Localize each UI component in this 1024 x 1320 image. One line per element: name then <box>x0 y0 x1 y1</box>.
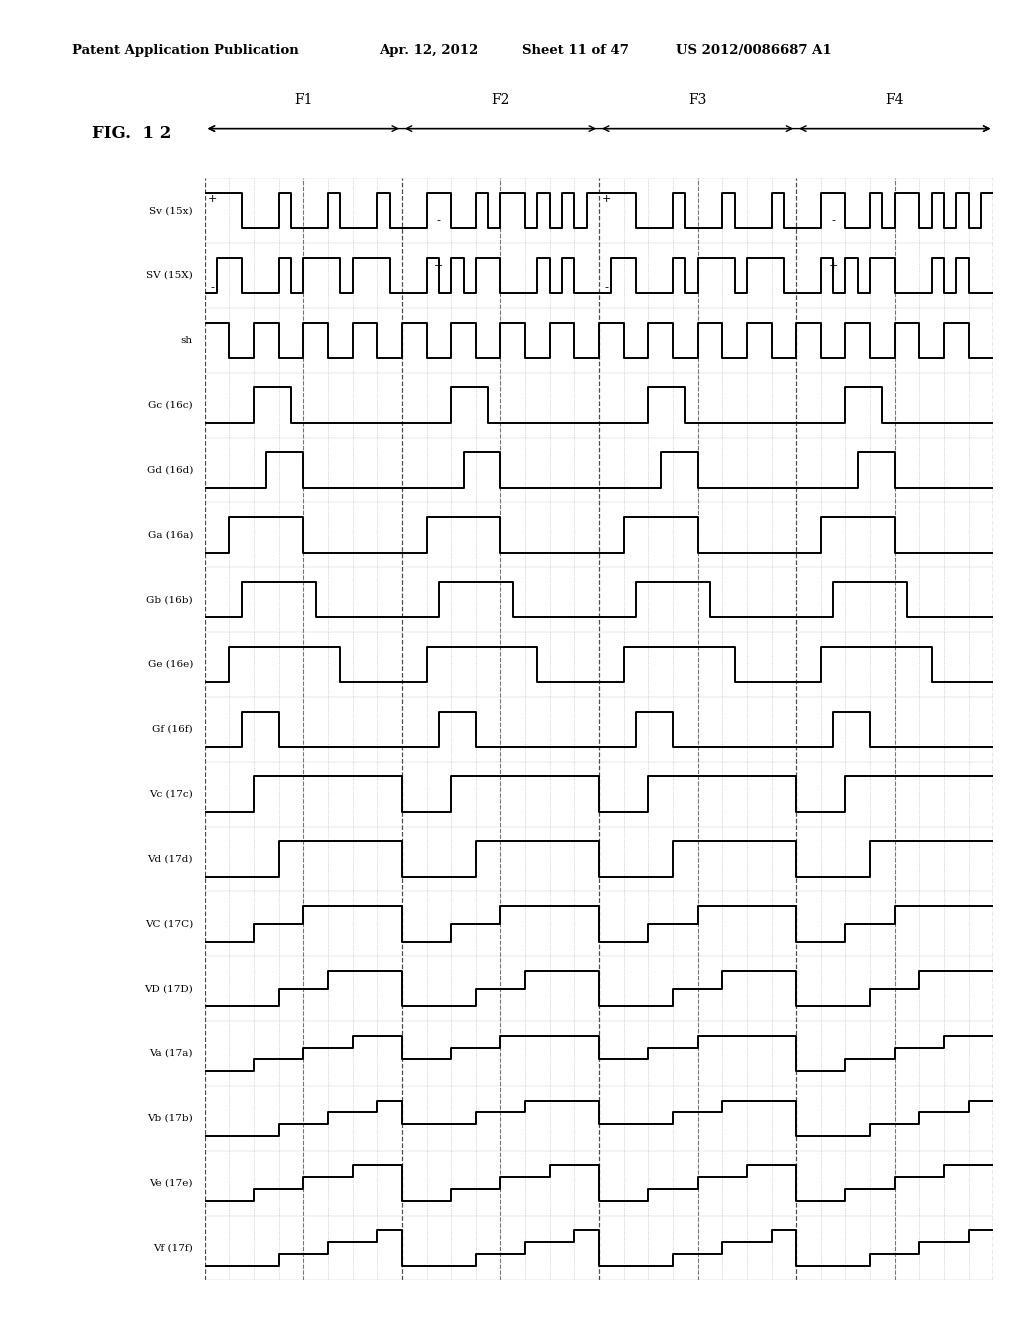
Text: Vc (17c): Vc (17c) <box>150 789 193 799</box>
Text: Gb (16b): Gb (16b) <box>146 595 193 605</box>
Text: FIG.  1 2: FIG. 1 2 <box>92 125 172 143</box>
Text: Ga (16a): Ga (16a) <box>147 531 193 540</box>
Text: Gd (16d): Gd (16d) <box>146 466 193 474</box>
Text: +: + <box>828 261 838 271</box>
Text: +: + <box>208 194 217 205</box>
Text: F4: F4 <box>886 92 904 107</box>
Text: Vb (17b): Vb (17b) <box>147 1114 193 1123</box>
Text: F3: F3 <box>688 92 707 107</box>
Text: Patent Application Publication: Patent Application Publication <box>72 44 298 57</box>
Text: Gc (16c): Gc (16c) <box>148 401 193 409</box>
Text: Vf (17f): Vf (17f) <box>154 1243 193 1253</box>
Text: Sv (15x): Sv (15x) <box>150 206 193 215</box>
Text: VD (17D): VD (17D) <box>144 985 193 993</box>
Text: Vd (17d): Vd (17d) <box>147 854 193 863</box>
Text: sh: sh <box>181 335 193 345</box>
Text: -: - <box>604 282 608 292</box>
Text: F2: F2 <box>492 92 510 107</box>
Text: Apr. 12, 2012: Apr. 12, 2012 <box>379 44 478 57</box>
Text: SV (15X): SV (15X) <box>146 271 193 280</box>
Text: VC (17C): VC (17C) <box>144 919 193 928</box>
Text: F1: F1 <box>294 92 312 107</box>
Text: -: - <box>831 215 836 224</box>
Text: -: - <box>437 215 441 224</box>
Text: -: - <box>210 282 214 292</box>
Text: Ge (16e): Ge (16e) <box>147 660 193 669</box>
Text: US 2012/0086687 A1: US 2012/0086687 A1 <box>676 44 831 57</box>
Text: Gf (16f): Gf (16f) <box>153 725 193 734</box>
Text: +: + <box>602 194 611 205</box>
Text: Sheet 11 of 47: Sheet 11 of 47 <box>522 44 629 57</box>
Text: Va (17a): Va (17a) <box>150 1049 193 1057</box>
Text: +: + <box>434 261 443 271</box>
Text: Ve (17e): Ve (17e) <box>150 1179 193 1188</box>
